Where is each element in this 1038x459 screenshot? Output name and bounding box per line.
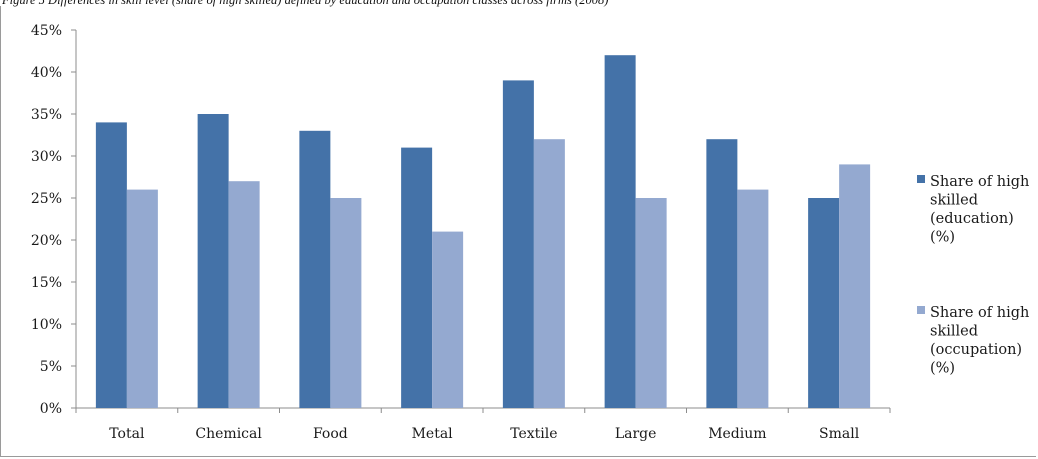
bar-series-2-small xyxy=(839,164,871,408)
bar-series-2-food xyxy=(330,198,362,408)
chart-frame xyxy=(0,6,1036,457)
legend-item-2: Share of high skilled (occupation) (%) xyxy=(917,305,1029,377)
figure-caption: Figure 5 Differences in skill level (sha… xyxy=(2,0,609,7)
bar-series-1-medium xyxy=(706,139,738,408)
x-tick-label: Small xyxy=(819,426,860,442)
legend-swatch xyxy=(917,306,925,314)
x-tick-label: Total xyxy=(109,426,145,442)
x-tick-label: Large xyxy=(615,426,657,442)
legend-label: (%) xyxy=(930,361,955,377)
legend-label: Share of high xyxy=(930,174,1029,190)
bar-series-1-large xyxy=(604,55,636,408)
y-tick-label: 30% xyxy=(31,149,62,165)
bar-series-2-total xyxy=(126,189,158,408)
bar-series-1-chemical xyxy=(197,114,229,408)
y-tick-label: 10% xyxy=(31,317,62,333)
legend-label: skilled xyxy=(930,324,978,340)
legend-swatch xyxy=(917,175,925,183)
legend-label: (occupation) xyxy=(930,342,1022,358)
legend-label: Share of high xyxy=(930,305,1029,321)
x-tick-label: Chemical xyxy=(195,426,262,442)
bars xyxy=(95,55,871,409)
legend-label: skilled xyxy=(930,193,978,209)
y-axis: 0% 5% 10% 15% 20% 25% 30% 35% 40% 45% xyxy=(31,23,77,417)
x-tick-label: Textile xyxy=(510,426,557,442)
bar-series-1-food xyxy=(299,130,331,409)
x-tick-label: Metal xyxy=(412,426,454,442)
bar-series-2-metal xyxy=(432,231,464,408)
bar-series-1-metal xyxy=(401,147,433,408)
legend-item-1: Share of high skilled (education) (%) xyxy=(917,174,1029,246)
legend: Share of highskilled(education)(%)Share … xyxy=(917,174,1029,377)
bar-series-2-chemical xyxy=(228,181,260,408)
legend-label: (%) xyxy=(930,230,955,246)
y-tick-label: 25% xyxy=(31,191,62,207)
y-tick-label: 40% xyxy=(31,65,62,81)
bar-series-1-textile xyxy=(502,80,534,409)
y-tick-label: 0% xyxy=(40,401,62,417)
x-axis: Total Chemical Food Metal Textile Large Medium… xyxy=(75,407,891,442)
y-tick-label: 35% xyxy=(31,107,62,123)
bar-series-1-small xyxy=(808,198,840,408)
bar-series-2-textile xyxy=(533,139,565,408)
x-tick-label: Medium xyxy=(708,426,766,442)
bar-series-2-medium xyxy=(737,189,769,408)
y-tick-label: 45% xyxy=(31,23,62,39)
y-tick-label: 20% xyxy=(31,233,62,249)
x-tick-label: Food xyxy=(313,426,348,442)
bar-series-2-large xyxy=(635,198,667,408)
y-tick-label: 5% xyxy=(40,359,62,375)
bar-series-1-total xyxy=(95,122,127,409)
legend-label: (education) xyxy=(930,211,1014,227)
y-tick-label: 15% xyxy=(31,275,62,291)
